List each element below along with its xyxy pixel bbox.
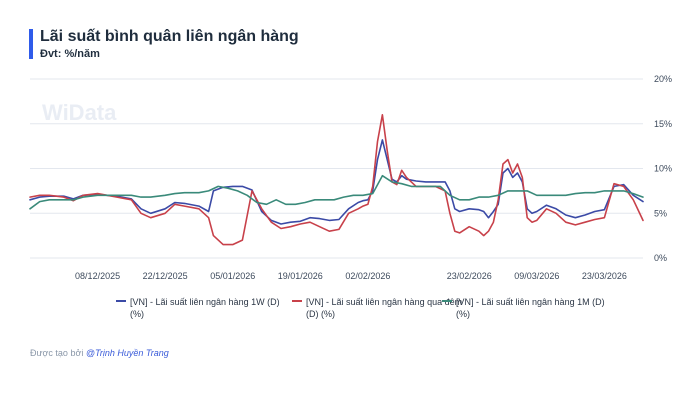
x-axis-labels: 08/12/2025 22/12/2025 05/01/2026 19/01/2026… (75, 271, 627, 281)
y-tick-label-20: 20% (654, 74, 672, 84)
x-tick-label: 23/02/2026 (447, 271, 492, 281)
credit-line: Được tạo bởi @Trịnh Huyền Trang (30, 348, 169, 358)
chart-subtitle: Đvt: %/năm (40, 48, 100, 60)
legend-label-2: [VN] - Lãi suất liên ngân hàng qua đêm (D… (306, 297, 462, 319)
series-line-overnight (29, 114, 644, 246)
y-tick-label-15: 15% (654, 119, 672, 129)
title-accent-bar (29, 29, 33, 59)
watermark-logo: WiData (42, 100, 117, 125)
x-tick-label: 02/02/2026 (345, 271, 390, 281)
x-tick-label: 09/03/2026 (514, 271, 559, 281)
legend-label-3: [VN] - Lãi suất liên ngân hàng 1M (D) (%) (456, 297, 605, 319)
credit-prefix: Được tạo bởi (30, 348, 84, 358)
legend-label-1: [VN] - Lãi suất liên ngân hàng 1W (D) (%) (130, 297, 280, 319)
grid-lines (30, 78, 643, 259)
chart-title: Lãi suất bình quân liên ngân hàng (40, 28, 299, 45)
x-tick-label: 05/01/2026 (210, 271, 255, 281)
x-tick-label: 23/03/2026 (582, 271, 627, 281)
watermark-text: WiData (42, 100, 117, 125)
y-tick-label-0: 0% (654, 253, 667, 263)
y-axis-labels: 0% 5% 10% 15% 20% (654, 74, 672, 263)
legend: [VN] - Lãi suất liên ngân hàng 1W (D) (%)… (116, 297, 605, 319)
y-tick-label-10: 10% (654, 164, 672, 174)
y-tick-label-5: 5% (654, 208, 667, 218)
x-tick-label: 22/12/2025 (143, 271, 188, 281)
series-line-1m (29, 174, 644, 210)
x-tick-label: 08/12/2025 (75, 271, 120, 281)
x-tick-label: 19/01/2026 (278, 271, 323, 281)
credit-author[interactable]: @Trịnh Huyền Trang (85, 348, 169, 358)
series-lines (29, 114, 644, 246)
series-line-1w (29, 139, 644, 225)
